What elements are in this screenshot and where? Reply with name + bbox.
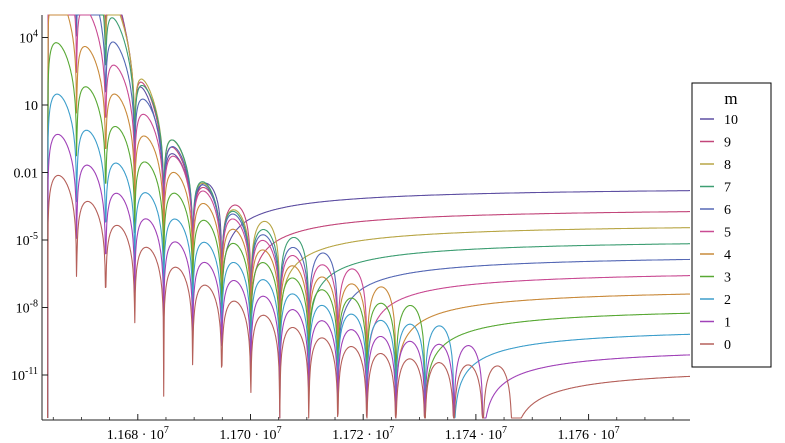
y-tick-base: 10 [19,32,33,47]
y-tick-label: 10-5 [16,231,38,249]
series-line-m0 [47,174,691,419]
x-tick-times: · 10 [251,428,277,443]
legend-label-m10: 10 [724,113,738,128]
y-tick-label: 10-11 [11,366,38,384]
y-tick-base: 10 [24,99,38,114]
x-tick-mantissa: 1.174 [445,428,477,443]
y-tick-label: 0.01 [14,167,39,182]
series-line-m6 [47,14,691,419]
x-tick-exponent: 7 [164,425,169,436]
legend-label-m9: 9 [724,136,731,151]
x-tick-mantissa: 1.172 [332,428,364,443]
x-tick-exponent: 7 [615,425,620,436]
series-line-m4 [47,14,691,419]
y-tick-label: 10 [24,99,38,114]
y-tick-exponent: -8 [30,299,38,310]
series-line-m3 [47,42,691,419]
series-line-m9 [47,14,691,419]
legend-label-m1: 1 [724,316,731,331]
y-tick-base: 10 [11,369,25,384]
x-tick-label: 1.170 · 107 [219,425,281,443]
plot-curves [47,14,691,419]
x-tick-label: 1.174 · 107 [445,425,507,443]
y-tick-exponent: -5 [30,231,38,242]
y-tick-exponent: 4 [33,29,38,40]
legend-label-m0: 0 [724,338,731,353]
legend-label-m7: 7 [724,181,731,196]
x-tick-times: · 10 [138,428,164,443]
x-tick-label: 1.172 · 107 [332,425,394,443]
y-tick-label: 10-8 [16,299,38,317]
legend-box [691,82,772,368]
x-tick-mantissa: 1.170 [219,428,251,443]
legend-title: m [724,89,737,108]
x-ticks: 1.168 · 107 1.170 · 107 1.172 · 107 1.174 ·… [52,414,674,443]
legend-label-m5: 5 [724,226,731,241]
x-tick-times: · 10 [589,428,615,443]
series-line-m7 [47,14,691,419]
y-tick-exponent: -11 [25,366,38,377]
series-line-m8 [47,14,691,419]
legend-label-m8: 8 [724,158,731,173]
legend-label-m2: 2 [724,293,731,308]
y-tick-base: 10 [16,302,30,317]
x-tick-label: 1.168 · 107 [107,425,169,443]
x-tick-times: · 10 [364,428,390,443]
y-tick-label: 104 [19,29,38,47]
legend-label-m4: 4 [724,248,731,263]
x-tick-exponent: 7 [277,425,282,436]
x-tick-label: 1.176 · 107 [557,425,619,443]
x-tick-times: · 10 [476,428,502,443]
x-tick-exponent: 7 [502,425,507,436]
series-line-m5 [47,14,691,419]
x-tick-exponent: 7 [389,425,394,436]
legend-label-m3: 3 [724,271,731,286]
x-tick-mantissa: 1.168 [107,428,139,443]
y-tick-base: 10 [16,234,30,249]
y-tick-base: 0.01 [14,167,39,182]
x-tick-mantissa: 1.176 [557,428,589,443]
series-line-m1 [47,133,691,419]
series-line-m2 [47,93,691,419]
legend-label-m6: 6 [724,203,731,218]
